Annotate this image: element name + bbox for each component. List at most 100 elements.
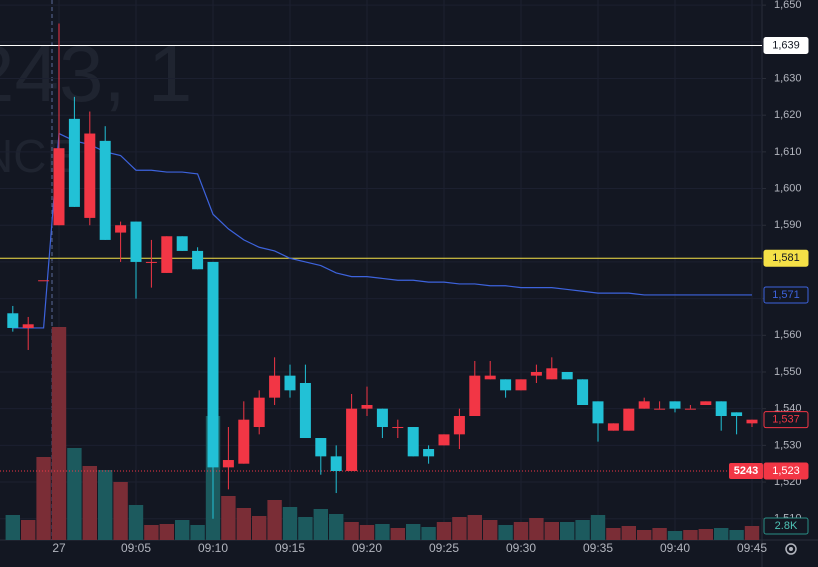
volume-bar: [98, 470, 113, 540]
volume-bar: [51, 327, 67, 540]
volume-bar: [375, 524, 390, 540]
candle-body: [84, 133, 96, 218]
volume-bar: [159, 524, 174, 540]
volume-bar: [544, 522, 559, 540]
candle-body: [407, 427, 419, 457]
price-tag: [763, 36, 809, 54]
volume-bar: [175, 520, 190, 540]
y-tick-label: 1,560: [774, 329, 802, 341]
price-tag-label: 5243: [734, 465, 758, 477]
x-tick-label: 09:35: [583, 541, 613, 555]
volume-bar: [744, 526, 760, 540]
candle-body: [361, 405, 373, 409]
volume-bar: [344, 522, 359, 540]
volume-bar: [190, 525, 205, 540]
candle-body: [592, 401, 604, 424]
y-tick-label: 1,530: [774, 439, 802, 451]
volume-bar: [513, 522, 529, 540]
candle-body: [638, 401, 650, 409]
volume-bar: [390, 528, 405, 540]
volume-bar: [267, 500, 282, 540]
candle-body: [269, 375, 281, 398]
volume-bar: [313, 509, 328, 540]
candle-body: [253, 397, 265, 428]
candle-body: [53, 148, 65, 226]
y-tick-label: 1,650: [774, 0, 802, 11]
candle-body: [438, 434, 450, 446]
volume-bar: [590, 515, 606, 540]
candle-body: [700, 401, 712, 405]
candle-body: [561, 371, 573, 380]
candle-body: [38, 280, 50, 282]
volume-bar: [637, 530, 652, 540]
volume-bar: [113, 482, 128, 540]
candle-body: [654, 408, 666, 410]
price-tag-label: 1,571: [772, 289, 800, 301]
candle-body: [715, 401, 727, 417]
y-tick-label: 1,610: [774, 146, 802, 158]
candle-body: [161, 236, 173, 273]
volume-bar: [67, 448, 82, 540]
watermark: 243, 1: [0, 29, 192, 118]
volume-bar: [498, 525, 513, 540]
x-tick-label: 09:45: [737, 541, 767, 555]
candle-body: [515, 379, 527, 391]
candle-body: [346, 408, 358, 472]
candle-body: [207, 261, 219, 468]
volume-bar: [483, 520, 498, 540]
candle-body: [423, 449, 435, 457]
price-tag: [763, 286, 809, 304]
candle-body: [238, 419, 250, 464]
candle-body: [130, 221, 142, 262]
volume-bar: [359, 525, 375, 540]
candle-body: [546, 368, 558, 380]
volume-bar: [560, 522, 575, 540]
price-tag: [763, 462, 809, 480]
vwap-line: [12, 132, 752, 329]
candle-body: [453, 416, 465, 435]
candle-body: [607, 423, 619, 431]
candle-body: [577, 379, 589, 405]
volume-bar: [298, 517, 313, 540]
candle-body: [684, 408, 696, 410]
volume-bar: [329, 514, 344, 540]
volume-bar: [575, 520, 590, 540]
volume-bar: [421, 527, 436, 540]
price-tag-label: 1,581: [772, 252, 800, 264]
y-tick-label: 1,620: [774, 109, 802, 121]
volume-bar: [452, 517, 467, 540]
volume-bar: [652, 528, 667, 540]
candle-body: [284, 375, 296, 391]
x-tick-label: 09:30: [506, 541, 536, 555]
x-tick-label: 09:40: [660, 541, 690, 555]
volume-bar: [282, 507, 298, 540]
candle-body: [115, 225, 127, 233]
volume-bar: [436, 522, 452, 540]
volume-tag-label: 2.8K: [775, 520, 798, 532]
candle-body: [746, 419, 758, 424]
candle-body: [731, 412, 743, 417]
candle-body: [623, 408, 635, 431]
candle-body: [392, 427, 404, 429]
candle-body: [469, 375, 481, 417]
volume-bar: [221, 496, 236, 540]
settings-icon[interactable]: [785, 543, 797, 555]
candle-body: [330, 456, 342, 472]
candle-body: [7, 313, 19, 328]
candle-body: [22, 324, 34, 328]
volume-bar: [82, 466, 97, 540]
volume-bar: [128, 505, 144, 540]
volume-bar: [36, 457, 51, 540]
y-tick-label: 1,600: [774, 182, 802, 194]
volume-bar: [5, 515, 20, 540]
candle-body: [68, 118, 80, 207]
volume-bar: [683, 530, 698, 540]
candle-body: [500, 379, 512, 391]
y-tick-label: 1,590: [774, 219, 802, 231]
volume-bar: [698, 529, 713, 540]
x-tick-label: 09:25: [429, 541, 459, 555]
volume-bar: [467, 515, 482, 540]
y-tick-label: 1,550: [774, 366, 802, 378]
volume-tag: [763, 517, 809, 535]
